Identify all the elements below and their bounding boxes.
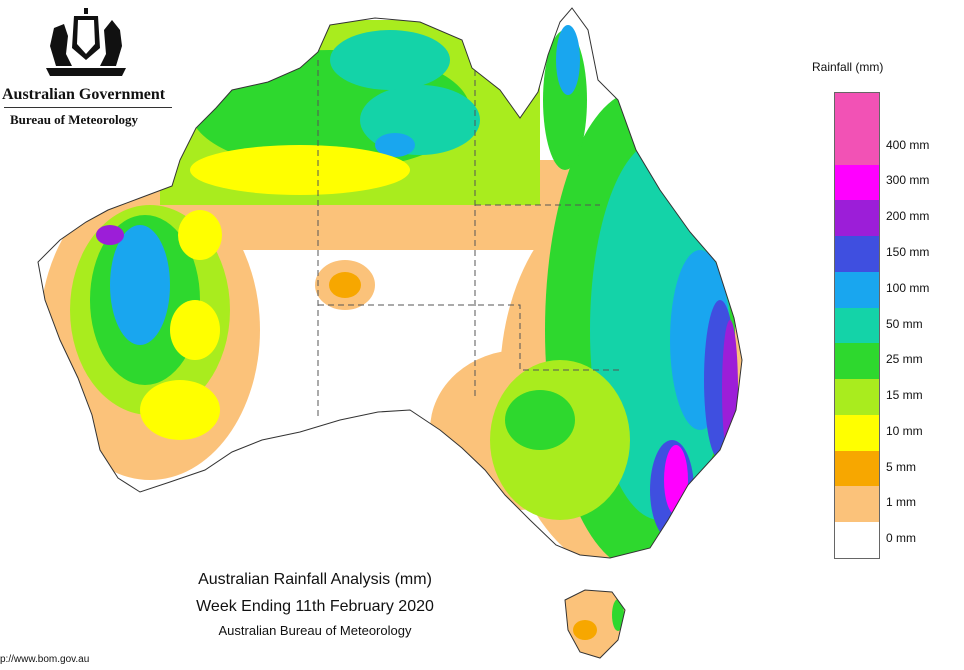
legend-title: Rainfall (mm)	[812, 60, 884, 74]
legend-label: 200 mm	[886, 209, 930, 224]
legend-swatch	[835, 93, 879, 130]
legend-swatch	[835, 414, 879, 452]
legend-swatch	[835, 379, 879, 416]
bureau-name: Bureau of Meteorology	[10, 112, 139, 127]
map-title: Australian Rainfall Analysis (mm)	[198, 571, 432, 588]
legend-label: 50 mm	[886, 316, 923, 331]
legend-swatch	[835, 128, 879, 166]
map-subtitle: Week Ending 11th February 2020	[196, 598, 434, 615]
legend-swatch	[835, 522, 879, 559]
legend-swatch	[835, 271, 879, 309]
logo: Australian Government Bureau of Meteorol…	[0, 6, 180, 131]
legend-label: 1 mm	[886, 495, 916, 510]
coat-of-arms-icon	[46, 8, 126, 76]
legend-label: 15 mm	[886, 388, 923, 403]
legend-label: 150 mm	[886, 244, 930, 259]
legend-swatch	[835, 164, 879, 201]
divider	[4, 107, 172, 108]
website-url[interactable]: p://www.bom.gov.au	[0, 654, 90, 665]
legend-label: 10 mm	[886, 423, 923, 438]
legend-label: 100 mm	[886, 280, 930, 295]
legend-swatch	[835, 307, 879, 344]
legend-label: 5 mm	[886, 459, 916, 474]
legend-swatch	[835, 450, 879, 487]
legend-colorbar	[834, 92, 880, 559]
legend-swatch	[835, 200, 879, 237]
legend-label: 300 mm	[886, 173, 930, 188]
legend-label: 0 mm	[886, 531, 916, 546]
legend-swatch	[835, 486, 879, 523]
map-credit: Australian Bureau of Meteorology	[218, 623, 412, 638]
government-name: Australian Government	[2, 86, 166, 103]
legend-label: 25 mm	[886, 352, 923, 367]
legend-swatch	[835, 343, 879, 380]
legend-swatch	[835, 236, 879, 273]
legend-label: 400 mm	[886, 137, 930, 152]
